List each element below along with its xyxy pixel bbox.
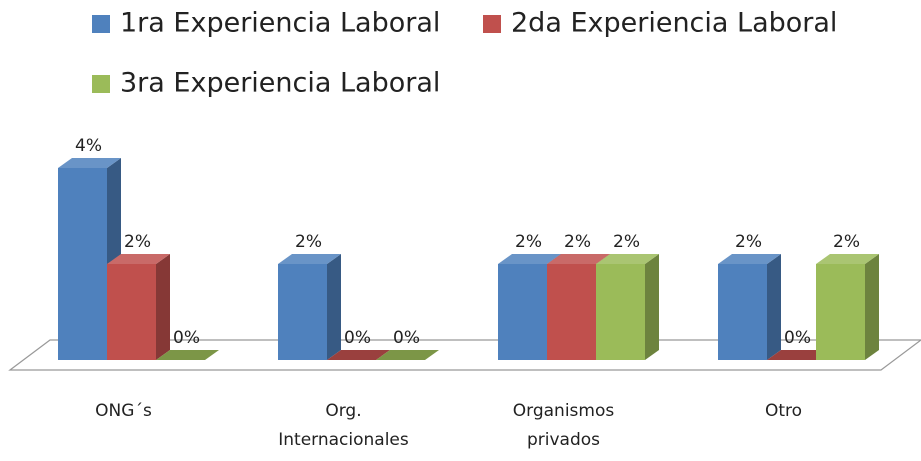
- x-tick-label: ONG´s: [95, 401, 152, 421]
- legend-label: 3ra Experiencia Laboral: [120, 68, 440, 99]
- data-label: 0%: [393, 328, 420, 348]
- x-tick-label: Internacionales: [278, 430, 409, 450]
- data-label: 0%: [173, 328, 200, 348]
- data-label: 2%: [833, 232, 860, 252]
- legend-label: 2da Experiencia Laboral: [511, 8, 837, 39]
- bar-front: [596, 264, 645, 360]
- bar-top: [278, 254, 341, 264]
- legend-swatch: [92, 15, 110, 33]
- data-label: 0%: [784, 328, 811, 348]
- bar-front: [498, 264, 547, 360]
- data-label: 4%: [75, 136, 102, 156]
- data-label: 2%: [564, 232, 591, 252]
- bar: [596, 254, 659, 360]
- bar-side: [327, 254, 341, 360]
- x-tick-label: Org.: [325, 401, 361, 421]
- bar: [327, 350, 390, 360]
- bar-side: [865, 254, 879, 360]
- bar-front: [58, 168, 107, 360]
- bar-top: [58, 158, 121, 168]
- data-label: 0%: [344, 328, 371, 348]
- data-label: 2%: [295, 232, 322, 252]
- bar-top: [816, 254, 879, 264]
- bar: [156, 350, 219, 360]
- floor: [8, 339, 921, 371]
- bar: [816, 254, 879, 360]
- bar-top: [498, 254, 561, 264]
- bar-front: [718, 264, 767, 360]
- bar: [767, 350, 830, 360]
- bar: [107, 254, 170, 360]
- data-label: 2%: [613, 232, 640, 252]
- data-label: 2%: [515, 232, 542, 252]
- legend-label: 1ra Experiencia Laboral: [120, 8, 440, 39]
- bar-top: [596, 254, 659, 264]
- bar-top: [327, 350, 390, 360]
- bar-top: [107, 254, 170, 264]
- bar-top: [156, 350, 219, 360]
- bar-top: [718, 254, 781, 264]
- bar-front: [278, 264, 327, 360]
- bar-front: [547, 264, 596, 360]
- x-tick-label: privados: [527, 430, 600, 450]
- x-tick-label: Organismos: [513, 401, 615, 421]
- bar: [278, 254, 341, 360]
- bar-front: [107, 264, 156, 360]
- bar: [376, 350, 439, 360]
- data-label: 2%: [124, 232, 151, 252]
- bar-side: [156, 254, 170, 360]
- x-tick-label: Otro: [765, 401, 802, 421]
- legend-swatch: [483, 15, 501, 33]
- bar-top: [767, 350, 830, 360]
- bar-top: [547, 254, 610, 264]
- bar-top: [376, 350, 439, 360]
- legend-swatch: [92, 75, 110, 93]
- data-label: 2%: [735, 232, 762, 252]
- bar-side: [645, 254, 659, 360]
- bar: [718, 254, 781, 360]
- bar-front: [816, 264, 865, 360]
- bar-side: [767, 254, 781, 360]
